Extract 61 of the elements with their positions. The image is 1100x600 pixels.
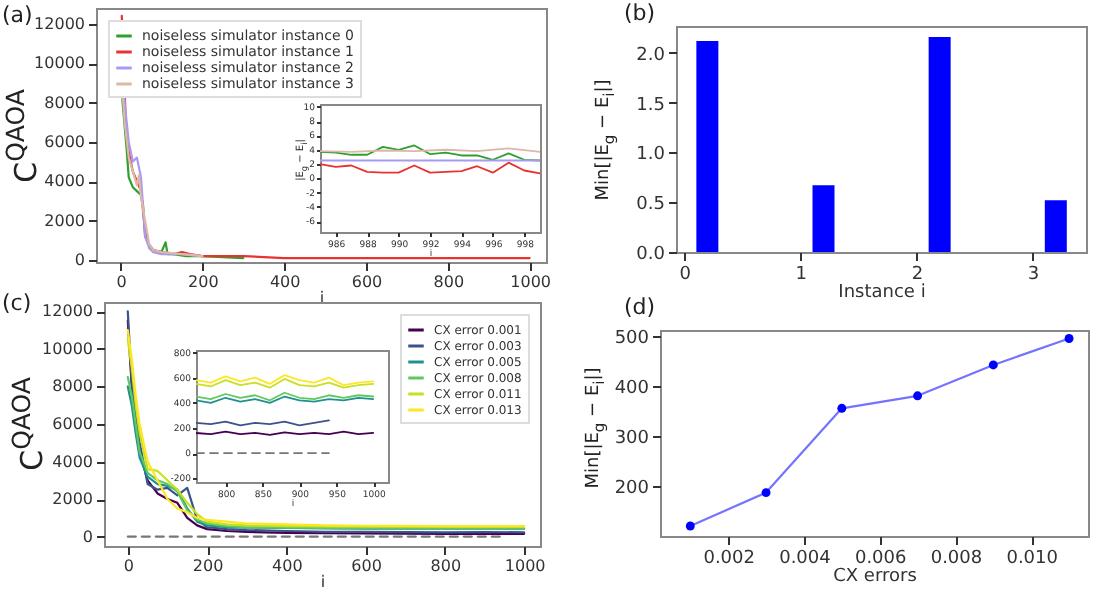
y-tick-label: 0.5 <box>636 195 665 216</box>
y-tick-label: 8000 <box>44 93 85 112</box>
point <box>1064 334 1074 343</box>
y-tick-label: 0 <box>74 251 85 270</box>
y-tick-label: 0.0 <box>636 245 666 265</box>
point <box>685 521 695 531</box>
chart-title: (a) <box>2 2 33 28</box>
x-tick-label: 1 <box>795 265 808 285</box>
y-tick-label: 10000 <box>42 339 93 358</box>
chart-title: (c) <box>2 290 32 316</box>
bar <box>696 40 719 252</box>
y-tick-label: 8000 <box>52 377 93 396</box>
y-tick-label: 10000 <box>34 54 85 73</box>
x-axis-title: i <box>320 573 326 591</box>
x-tick-label: 200 <box>188 273 219 291</box>
chart-title: (d) <box>624 294 656 320</box>
point <box>837 403 847 413</box>
y-tick-label: 0 <box>82 527 93 546</box>
x-tick-label: 800 <box>430 557 462 575</box>
y-tick-label: 4000 <box>52 452 93 471</box>
y-tick-label: 2.0 <box>636 45 666 66</box>
y-tick-label: 300 <box>614 429 650 450</box>
x-tick-label: 0 <box>123 557 134 575</box>
x-tick-label: 0 <box>116 273 127 291</box>
y-tick-label: 2000 <box>44 211 85 230</box>
x-tick-label: 3 <box>1027 265 1040 285</box>
x-tick-label: 800 <box>433 273 465 291</box>
bar <box>928 36 951 252</box>
x-tick-label: 600 <box>351 273 383 291</box>
y-tick-label: 500 <box>614 329 650 350</box>
x-tick-label: 600 <box>351 557 382 575</box>
x-tick-label: 0.002 <box>703 549 755 569</box>
x-tick-label: 0.010 <box>1006 549 1059 569</box>
point <box>761 488 771 498</box>
bar <box>1044 200 1067 252</box>
y-tick-label: 1.0 <box>636 145 666 166</box>
x-tick-label: 1000 <box>504 557 546 575</box>
point <box>988 360 998 370</box>
y-tick-label: 2000 <box>52 490 93 509</box>
x-tick-label: 200 <box>192 557 224 575</box>
y-tick-label: 4000 <box>44 172 85 191</box>
y-tick-label: 400 <box>614 379 650 400</box>
x-tick-label: 0.006 <box>854 549 907 569</box>
x-axis-title: Instance i <box>838 283 926 303</box>
y-tick-label: 12000 <box>34 14 85 33</box>
x-tick-label: 2 <box>911 265 924 285</box>
y-tick-label: 1.5 <box>636 95 665 116</box>
x-tick-label: 0 <box>679 265 692 285</box>
bar <box>812 185 835 252</box>
x-axis-title: CX errors <box>833 567 918 587</box>
point <box>913 391 923 401</box>
x-tick-label: 0.004 <box>779 549 832 569</box>
chart-title: (b) <box>624 0 656 26</box>
x-tick-label: 1000 <box>510 273 551 291</box>
y-tick-label: 6000 <box>52 415 93 433</box>
y-tick-label: 12000 <box>42 302 93 321</box>
x-tick-label: 400 <box>269 273 301 291</box>
line-series <box>320 144 540 162</box>
y-tick-label: 6000 <box>44 132 85 151</box>
x-tick-label: 400 <box>272 557 303 575</box>
x-tick-label: 0.008 <box>930 549 983 569</box>
